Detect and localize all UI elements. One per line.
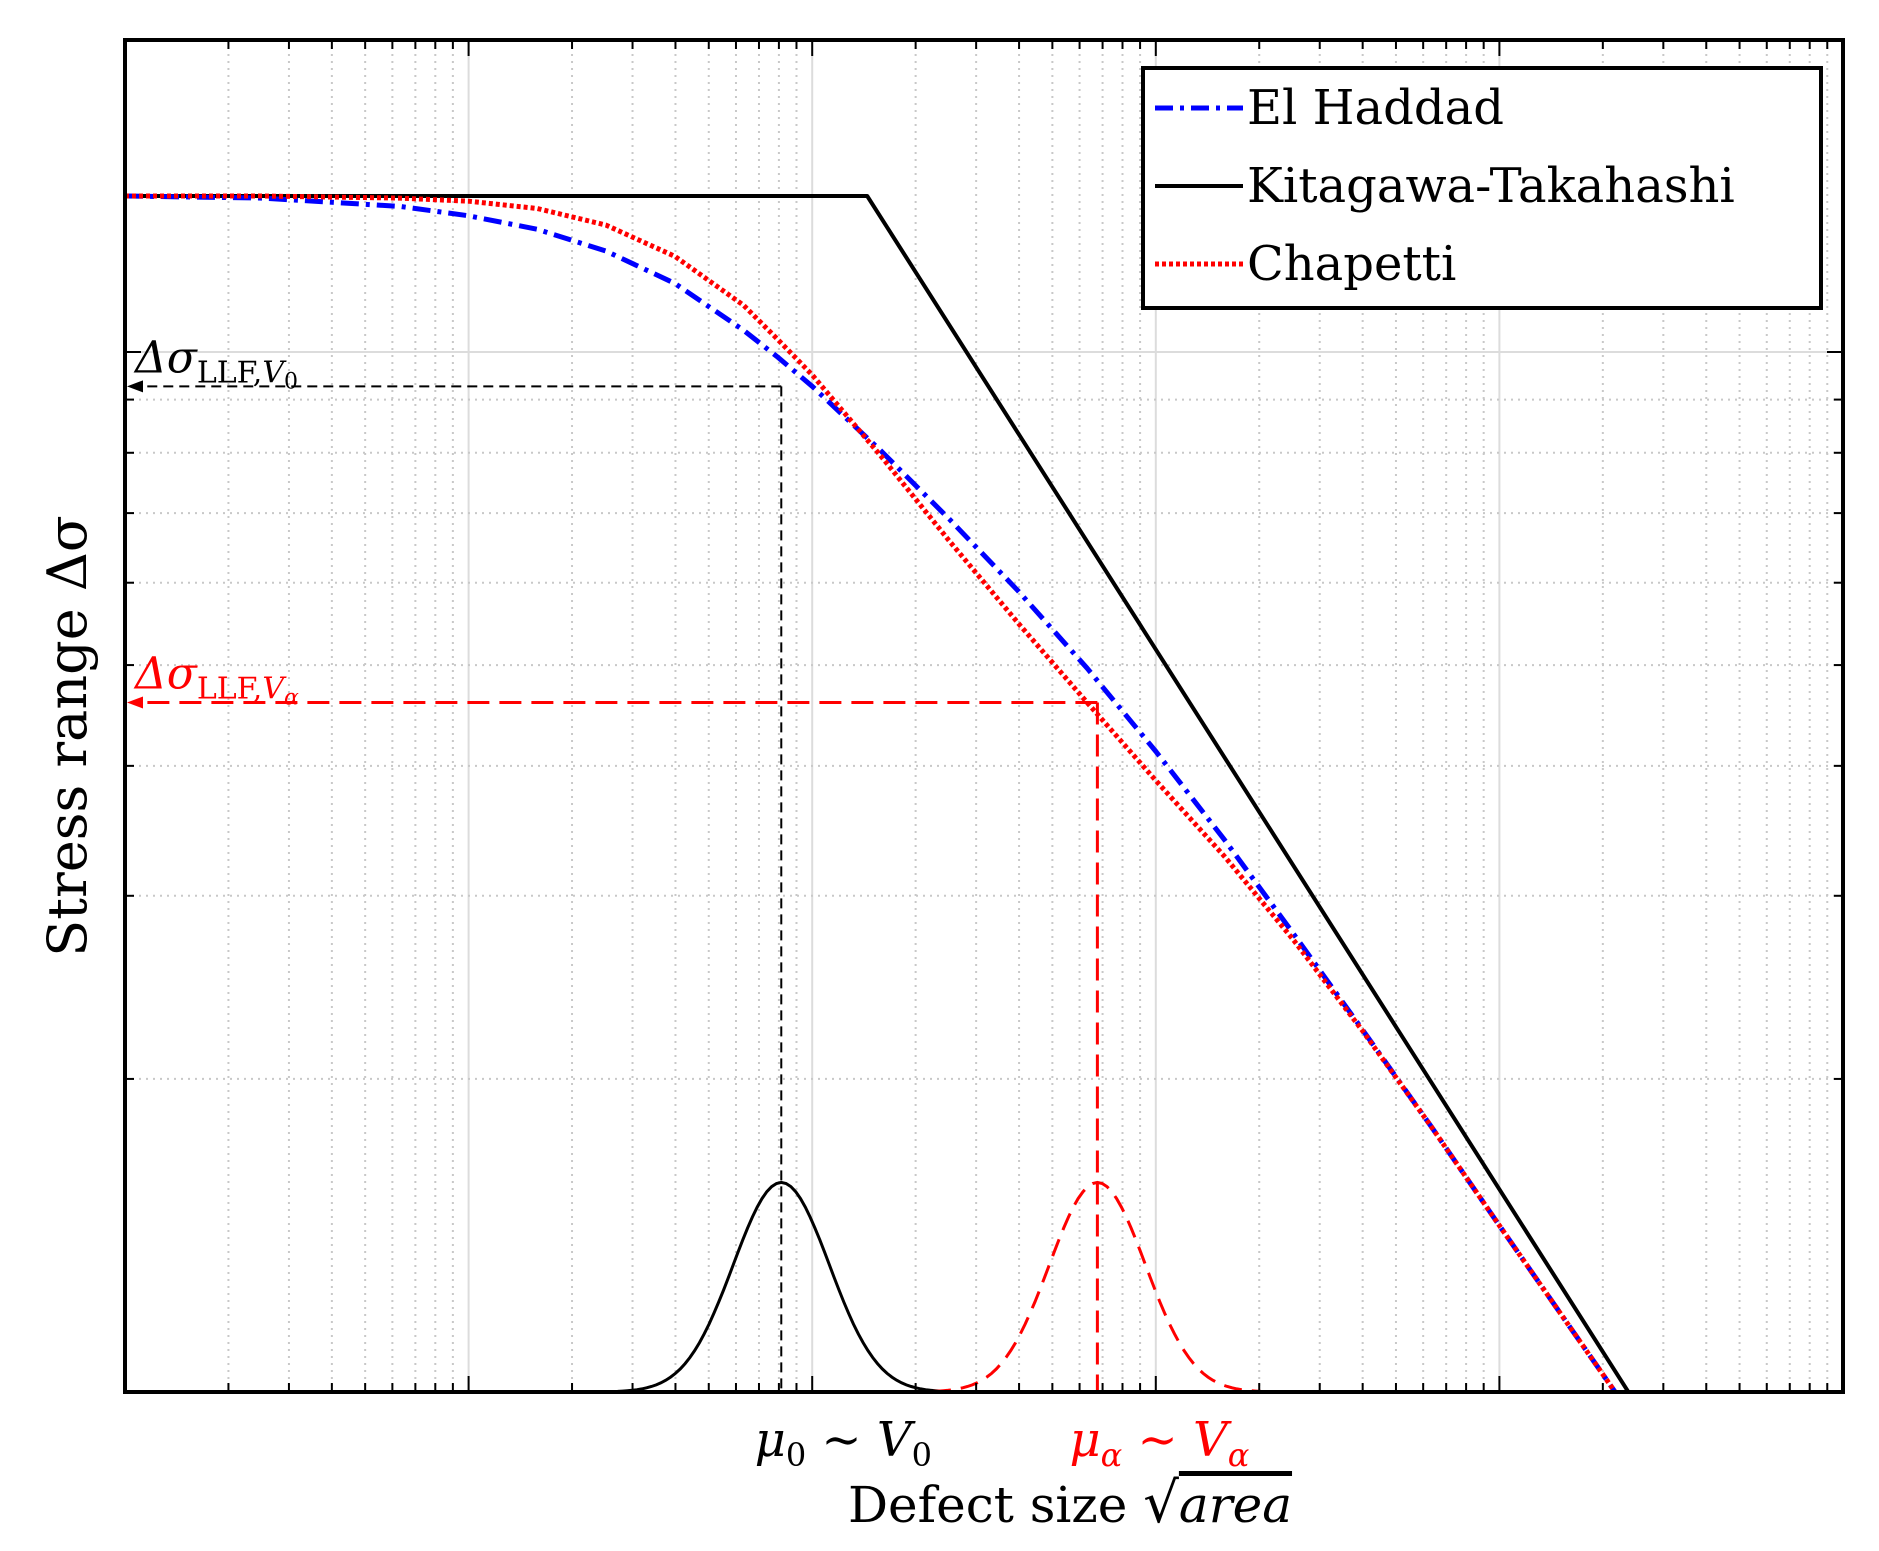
annotation-label-llf-valpha: ΔσLLF,Vα (133, 648, 299, 710)
guide-arrowhead-llf-valpha (127, 696, 143, 709)
x-tick-label-variable: V (1193, 1412, 1232, 1468)
annotation-symbol: Δσ (133, 332, 199, 383)
annotation-subscript-var: V (262, 671, 287, 706)
x-tick-label-variable-subscript: α (1228, 1436, 1250, 1474)
x-tick-label-variable: V (877, 1412, 916, 1468)
x-tick-label-mu0: μ0 ∼ V0 (755, 1412, 932, 1474)
guide-arrowhead-llf-v0 (127, 380, 143, 393)
annotation-symbol: Δσ (133, 648, 199, 699)
legend-layer: El Haddad Kitagawa-Takahashi Chapetti (1141, 66, 1823, 310)
x-tick-label-variable-subscript: 0 (912, 1436, 932, 1474)
x-axis-label-sqrt: √ (1143, 1471, 1179, 1536)
x-tick-label-relation: ∼ (1122, 1412, 1193, 1468)
guide-layer (127, 380, 1099, 1392)
x-tick-label-symbol: μ (755, 1412, 786, 1468)
annotation-subscript: LLF, (197, 671, 263, 706)
series-layer (125, 193, 1631, 1392)
annotation-label-llf-v0: ΔσLLF,V0 (133, 332, 298, 394)
x-tick-label-subscript: 0 (786, 1436, 806, 1474)
distribution-curve-v0 (588, 1180, 974, 1392)
x-tick-label-subscript: α (1101, 1436, 1123, 1474)
legend-label-kitagawa-takahashi: Kitagawa-Takahashi (1247, 158, 1735, 214)
y-axis-label: Stress range Δσ (36, 515, 99, 956)
legend-label-el-haddad: El Haddad (1247, 80, 1504, 136)
axes-layer (123, 38, 1845, 1394)
annotation-subscript-var: V (262, 355, 287, 390)
x-axis-label-sqrt-argument: area (1179, 1476, 1292, 1534)
legend-label-chapetti: Chapetti (1247, 236, 1456, 292)
x-axis-label: Defect size √area (848, 1471, 1292, 1536)
x-tick-label-symbol: μ (1069, 1412, 1100, 1468)
annotation-subsubscript: 0 (284, 369, 298, 394)
distribution-curve-valpha (905, 1180, 1290, 1392)
annotation-subsubscript: α (284, 685, 299, 710)
x-tick-label-relation: ∼ (806, 1412, 877, 1468)
x-tick-label-mualpha: μα ∼ Vα (1069, 1412, 1249, 1474)
legend-box (1141, 66, 1823, 310)
annotation-subscript: LLF, (197, 355, 263, 390)
axes-box (123, 38, 1845, 1394)
x-axis-label-text: Defect size (848, 1476, 1143, 1534)
series-line-chapetti (125, 193, 1619, 1392)
